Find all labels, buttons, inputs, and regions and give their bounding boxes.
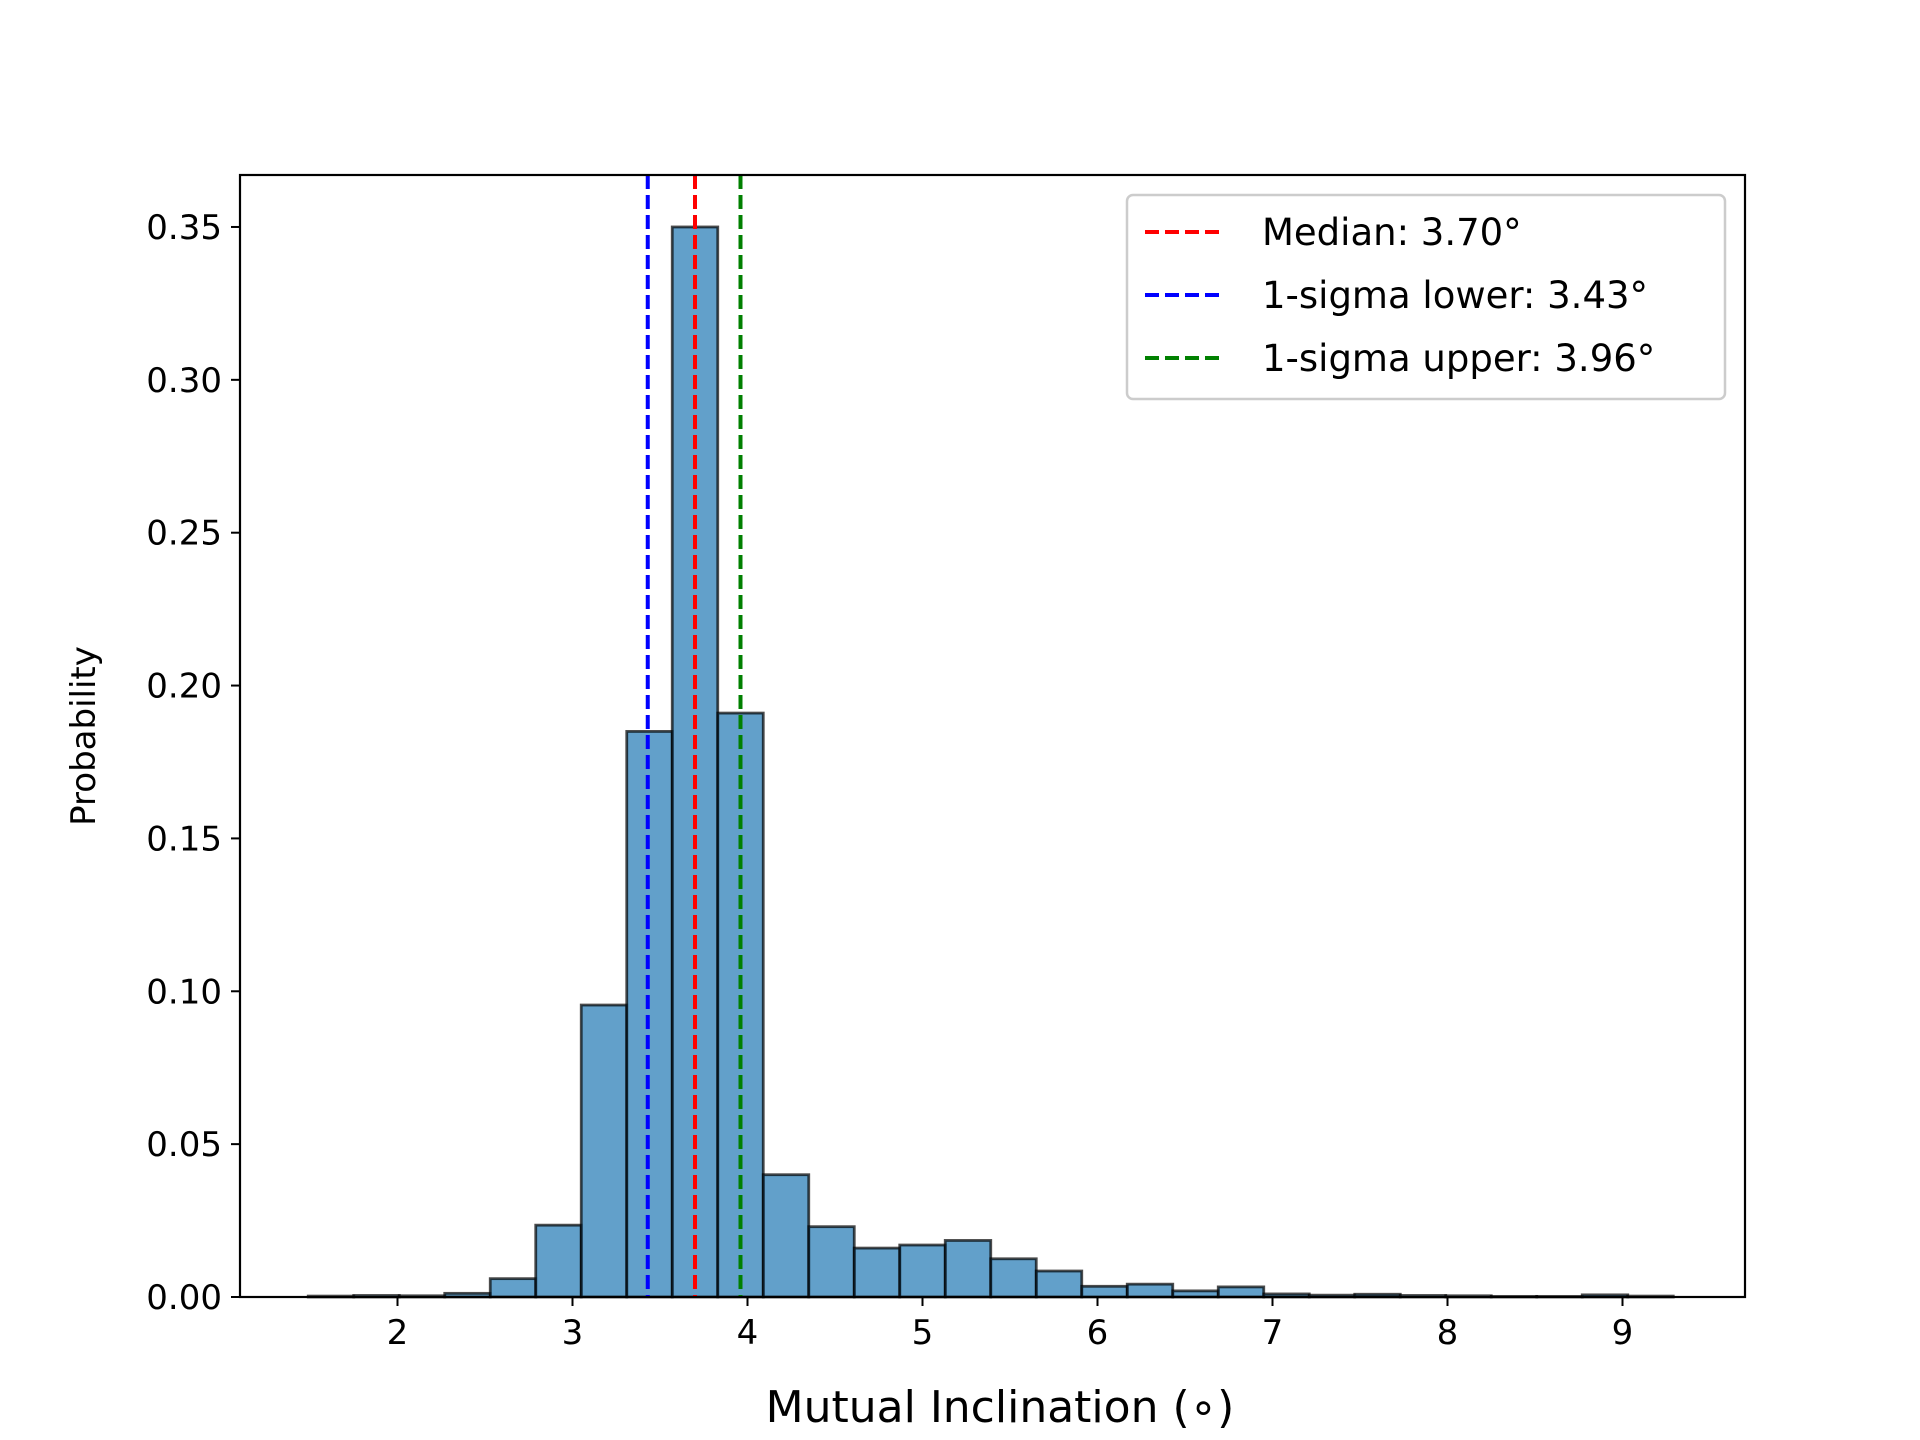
- y-tick-label: 0.30: [146, 361, 222, 401]
- histogram-bar: [1080, 1284, 1129, 1299]
- x-tick-label: 2: [387, 1313, 409, 1353]
- y-tick-label: 0.05: [146, 1125, 222, 1165]
- histogram-bar: [898, 1243, 947, 1299]
- y-tick-label: 0.20: [146, 667, 222, 707]
- y-axis: 0.00 0.05 0.10 0.15 0.20 0.25 0.30 0.35: [146, 208, 240, 1318]
- histogram-bar: [761, 1173, 811, 1299]
- histogram-bar: [852, 1246, 902, 1299]
- y-tick-label: 0.25: [146, 514, 222, 554]
- x-tick-label: 4: [737, 1313, 759, 1353]
- y-tick-label: 0.00: [146, 1278, 222, 1318]
- x-tick-label: 5: [912, 1313, 934, 1353]
- y-tick-label: 0.35: [146, 208, 222, 248]
- x-tick-label: 8: [1437, 1313, 1459, 1353]
- legend-entry-label: 1-sigma upper: 3.96°: [1262, 337, 1655, 380]
- x-axis: 2 3 4 5 6 7 8 9: [387, 1297, 1634, 1353]
- histogram-bar: [989, 1257, 1038, 1299]
- y-tick-label: 0.10: [146, 972, 222, 1012]
- legend-entry-label: Median: 3.70°: [1262, 211, 1522, 254]
- histogram-bar: [1216, 1285, 1266, 1299]
- legend: Median: 3.70° 1-sigma lower: 3.43° 1-sigma…: [1125, 193, 1727, 401]
- bars-layer: [306, 225, 1675, 1299]
- x-tick-label: 6: [1087, 1313, 1109, 1353]
- histogram-bar: [943, 1239, 993, 1299]
- legend-box: [1125, 193, 1727, 401]
- reference-lines-layer: [645, 175, 743, 1297]
- histogram-bar: [1034, 1269, 1084, 1299]
- plot-frame: [238, 173, 1747, 1299]
- histogram-bar: [488, 1277, 538, 1299]
- histogram-bar: [579, 1003, 629, 1299]
- histogram-bar: [1125, 1282, 1175, 1299]
- x-axis-label: Mutual Inclination (∘): [766, 1382, 1235, 1433]
- histogram-bar: [534, 1223, 583, 1299]
- y-axis-label: Probability: [64, 646, 104, 826]
- legend-entry-label: 1-sigma lower: 3.43°: [1262, 274, 1648, 317]
- x-tick-label: 7: [1262, 1313, 1284, 1353]
- y-tick-label: 0.15: [146, 819, 222, 859]
- histogram-bar: [807, 1225, 856, 1299]
- x-tick-label: 3: [562, 1313, 584, 1353]
- x-tick-label: 9: [1612, 1313, 1634, 1353]
